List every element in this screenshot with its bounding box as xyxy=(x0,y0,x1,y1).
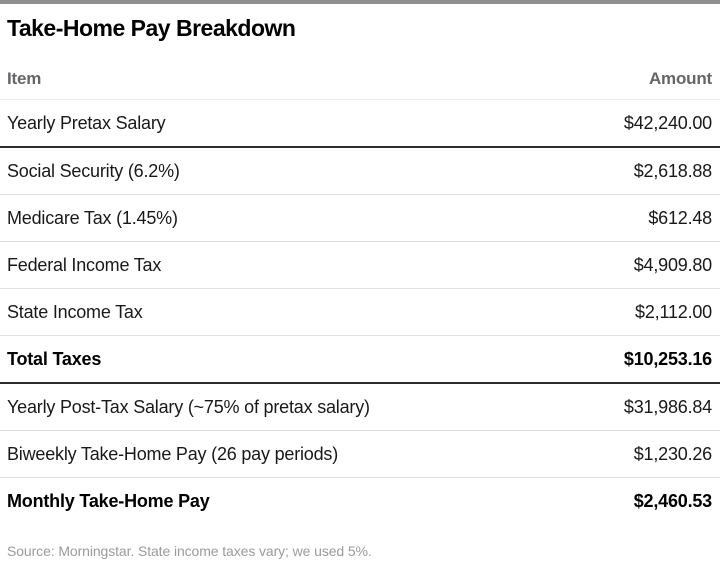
row-amount: $2,460.53 xyxy=(633,490,712,511)
column-header-amount: Amount xyxy=(648,69,712,88)
table-row: Social Security (6.2%) $2,618.88 xyxy=(0,148,720,195)
row-label: Monthly Take-Home Pay xyxy=(7,490,210,511)
row-label: Social Security (6.2%) xyxy=(7,160,180,181)
row-amount: $42,240.00 xyxy=(623,112,712,133)
table-row: Yearly Pretax Salary $42,240.00 xyxy=(0,100,720,148)
row-amount: $612.48 xyxy=(648,207,712,228)
table-row: Federal Income Tax $4,909.80 xyxy=(0,242,720,289)
take-home-pay-table: Item Amount Yearly Pretax Salary $42,240… xyxy=(0,43,720,524)
row-amount: $10,253.16 xyxy=(623,348,712,369)
row-label: Federal Income Tax xyxy=(7,254,162,275)
row-amount: $4,909.80 xyxy=(633,254,712,275)
table-row: State Income Tax $2,112.00 xyxy=(0,289,720,336)
table-row: Biweekly Take-Home Pay (26 pay periods) … xyxy=(0,431,720,478)
row-label: Medicare Tax (1.45%) xyxy=(7,207,178,228)
row-label: Total Taxes xyxy=(7,348,102,369)
page-title: Take-Home Pay Breakdown xyxy=(7,15,296,41)
table-header-row: Item Amount xyxy=(0,43,720,100)
row-amount: $2,112.00 xyxy=(635,301,712,322)
row-amount: $1,230.26 xyxy=(633,443,712,464)
table-row: Yearly Post-Tax Salary (~75% of pretax s… xyxy=(0,384,720,431)
row-label: Yearly Pretax Salary xyxy=(7,112,166,133)
row-label: Yearly Post-Tax Salary (~75% of pretax s… xyxy=(7,396,370,417)
row-amount: $2,618.88 xyxy=(633,160,712,181)
row-amount: $31,986.84 xyxy=(623,396,712,417)
table-row: Medicare Tax (1.45%) $612.48 xyxy=(0,195,720,242)
column-header-item: Item xyxy=(7,69,42,88)
table-row-total-taxes: Total Taxes $10,253.16 xyxy=(0,336,720,384)
top-accent-bar xyxy=(0,0,720,4)
table-row-monthly-take-home-pay: Monthly Take-Home Pay $2,460.53 xyxy=(0,478,720,524)
source-note: Source: Morningstar. State income taxes … xyxy=(7,543,372,559)
row-label: State Income Tax xyxy=(7,301,143,322)
row-label: Biweekly Take-Home Pay (26 pay periods) xyxy=(7,443,339,464)
